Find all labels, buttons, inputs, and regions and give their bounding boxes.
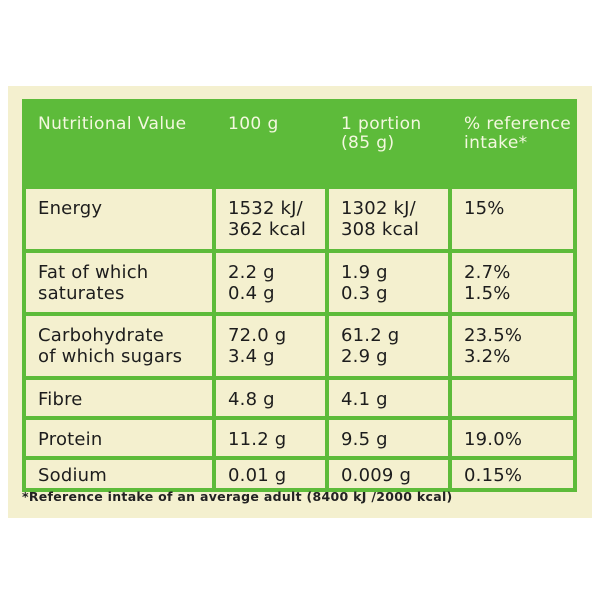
cell-line: 308 kcal	[341, 219, 420, 240]
cell-line: 11.2 g	[228, 429, 287, 450]
header-line: Value	[137, 114, 187, 134]
cell-line: 3.4 g	[228, 346, 275, 367]
cell-line: 9.5 g	[341, 429, 388, 450]
cell-line: 2.9 g	[341, 346, 388, 367]
cell-line: of which sugars	[38, 346, 183, 367]
cell-line: 0.15%	[464, 465, 523, 486]
cell-reference-intake: 15%	[448, 185, 577, 253]
cell-line: 61.2 g	[341, 325, 400, 346]
header-line: %	[464, 114, 481, 134]
cell-line: 0.01 g	[228, 465, 287, 486]
cell-per-100g: 72.0 g 3.4 g	[212, 312, 329, 380]
header-100g: 100 g	[213, 99, 329, 189]
header-line: 100 g	[228, 114, 279, 134]
cell-per-portion: 1302 kJ/ 308 kcal	[325, 185, 452, 253]
cell-line: 19.0%	[464, 429, 523, 450]
cell-line: 0.3 g	[341, 283, 388, 304]
cell-nutrient: Fat of which saturates	[22, 249, 216, 316]
cell-line: 15%	[464, 198, 505, 219]
cell-line: 0.009 g	[341, 465, 412, 486]
cell-line: 1.9 g	[341, 262, 388, 283]
row-fat: Fat of which saturates 2.2 g 0.4 g 1.9 g…	[22, 249, 577, 316]
cell-reference-intake: 23.5% 3.2%	[448, 312, 577, 380]
row-sodium: Sodium 0.01 g 0.009 g 0.15%	[22, 456, 577, 492]
cell-line: Carbohydrate	[38, 325, 164, 346]
cell-line: 4.1 g	[341, 389, 388, 410]
header-line: 1 portion	[341, 114, 422, 134]
row-carbohydrate: Carbohydrate of which sugars 72.0 g 3.4 …	[22, 312, 577, 380]
cell-line: Fibre	[38, 389, 83, 410]
reference-intake-footnote: *Reference intake of an average adult (8…	[22, 489, 453, 504]
header-reference-intake: % reference intake*	[449, 99, 577, 189]
cell-reference-intake: 19.0%	[448, 416, 577, 460]
cell-nutrient: Carbohydrate of which sugars	[22, 312, 216, 380]
cell-per-portion: 1.9 g 0.3 g	[325, 249, 452, 316]
header-line: intake*	[464, 133, 528, 153]
row-fibre: Fibre 4.8 g 4.1 g	[22, 376, 577, 420]
cell-per-portion: 4.1 g	[325, 376, 452, 420]
row-protein: Protein 11.2 g 9.5 g 19.0%	[22, 416, 577, 460]
header-line: Nutritional	[38, 114, 132, 134]
cell-line: Protein	[38, 429, 103, 450]
cell-line: 4.8 g	[228, 389, 275, 410]
cell-line: 3.2%	[464, 346, 511, 367]
header-line: reference	[486, 114, 572, 134]
cell-per-portion: 0.009 g	[325, 456, 452, 492]
cell-line: 2.2 g	[228, 262, 275, 283]
row-energy: Energy 1532 kJ/ 362 kcal 1302 kJ/ 308 kc…	[22, 185, 577, 253]
cell-line: saturates	[38, 283, 125, 304]
cell-reference-intake	[448, 376, 577, 420]
cell-per-100g: 11.2 g	[212, 416, 329, 460]
cell-line: 362 kcal	[228, 219, 307, 240]
cell-line: Energy	[38, 198, 103, 219]
cell-line: Fat of which	[38, 262, 149, 283]
cell-nutrient: Energy	[22, 185, 216, 253]
cell-line: 0.4 g	[228, 283, 275, 304]
cell-line: 23.5%	[464, 325, 523, 346]
cell-per-portion: 9.5 g	[325, 416, 452, 460]
cell-line: 1.5%	[464, 283, 511, 304]
cell-line: 1302 kJ/	[341, 198, 416, 219]
header-portion: 1 portion (85 g)	[326, 99, 452, 189]
cell-per-100g: 2.2 g 0.4 g	[212, 249, 329, 316]
cell-per-100g: 4.8 g	[212, 376, 329, 420]
header-nutritional-value: Nutritional Value	[22, 99, 216, 189]
header-line: (85 g)	[341, 133, 395, 153]
cell-reference-intake: 2.7% 1.5%	[448, 249, 577, 316]
cell-per-portion: 61.2 g 2.9 g	[325, 312, 452, 380]
cell-per-100g: 1532 kJ/ 362 kcal	[212, 185, 329, 253]
cell-nutrient: Sodium	[22, 456, 216, 492]
cell-line: Sodium	[38, 465, 108, 486]
cell-nutrient: Fibre	[22, 376, 216, 420]
cell-line: 72.0 g	[228, 325, 287, 346]
cell-nutrient: Protein	[22, 416, 216, 460]
cell-per-100g: 0.01 g	[212, 456, 329, 492]
nutrition-table: Nutritional Value 100 g 1 portion (85 g)…	[22, 99, 577, 492]
cell-line: 1532 kJ/	[228, 198, 303, 219]
header-row: Nutritional Value 100 g 1 portion (85 g)…	[22, 99, 577, 189]
cell-line: 2.7%	[464, 262, 511, 283]
cell-reference-intake: 0.15%	[448, 456, 577, 492]
